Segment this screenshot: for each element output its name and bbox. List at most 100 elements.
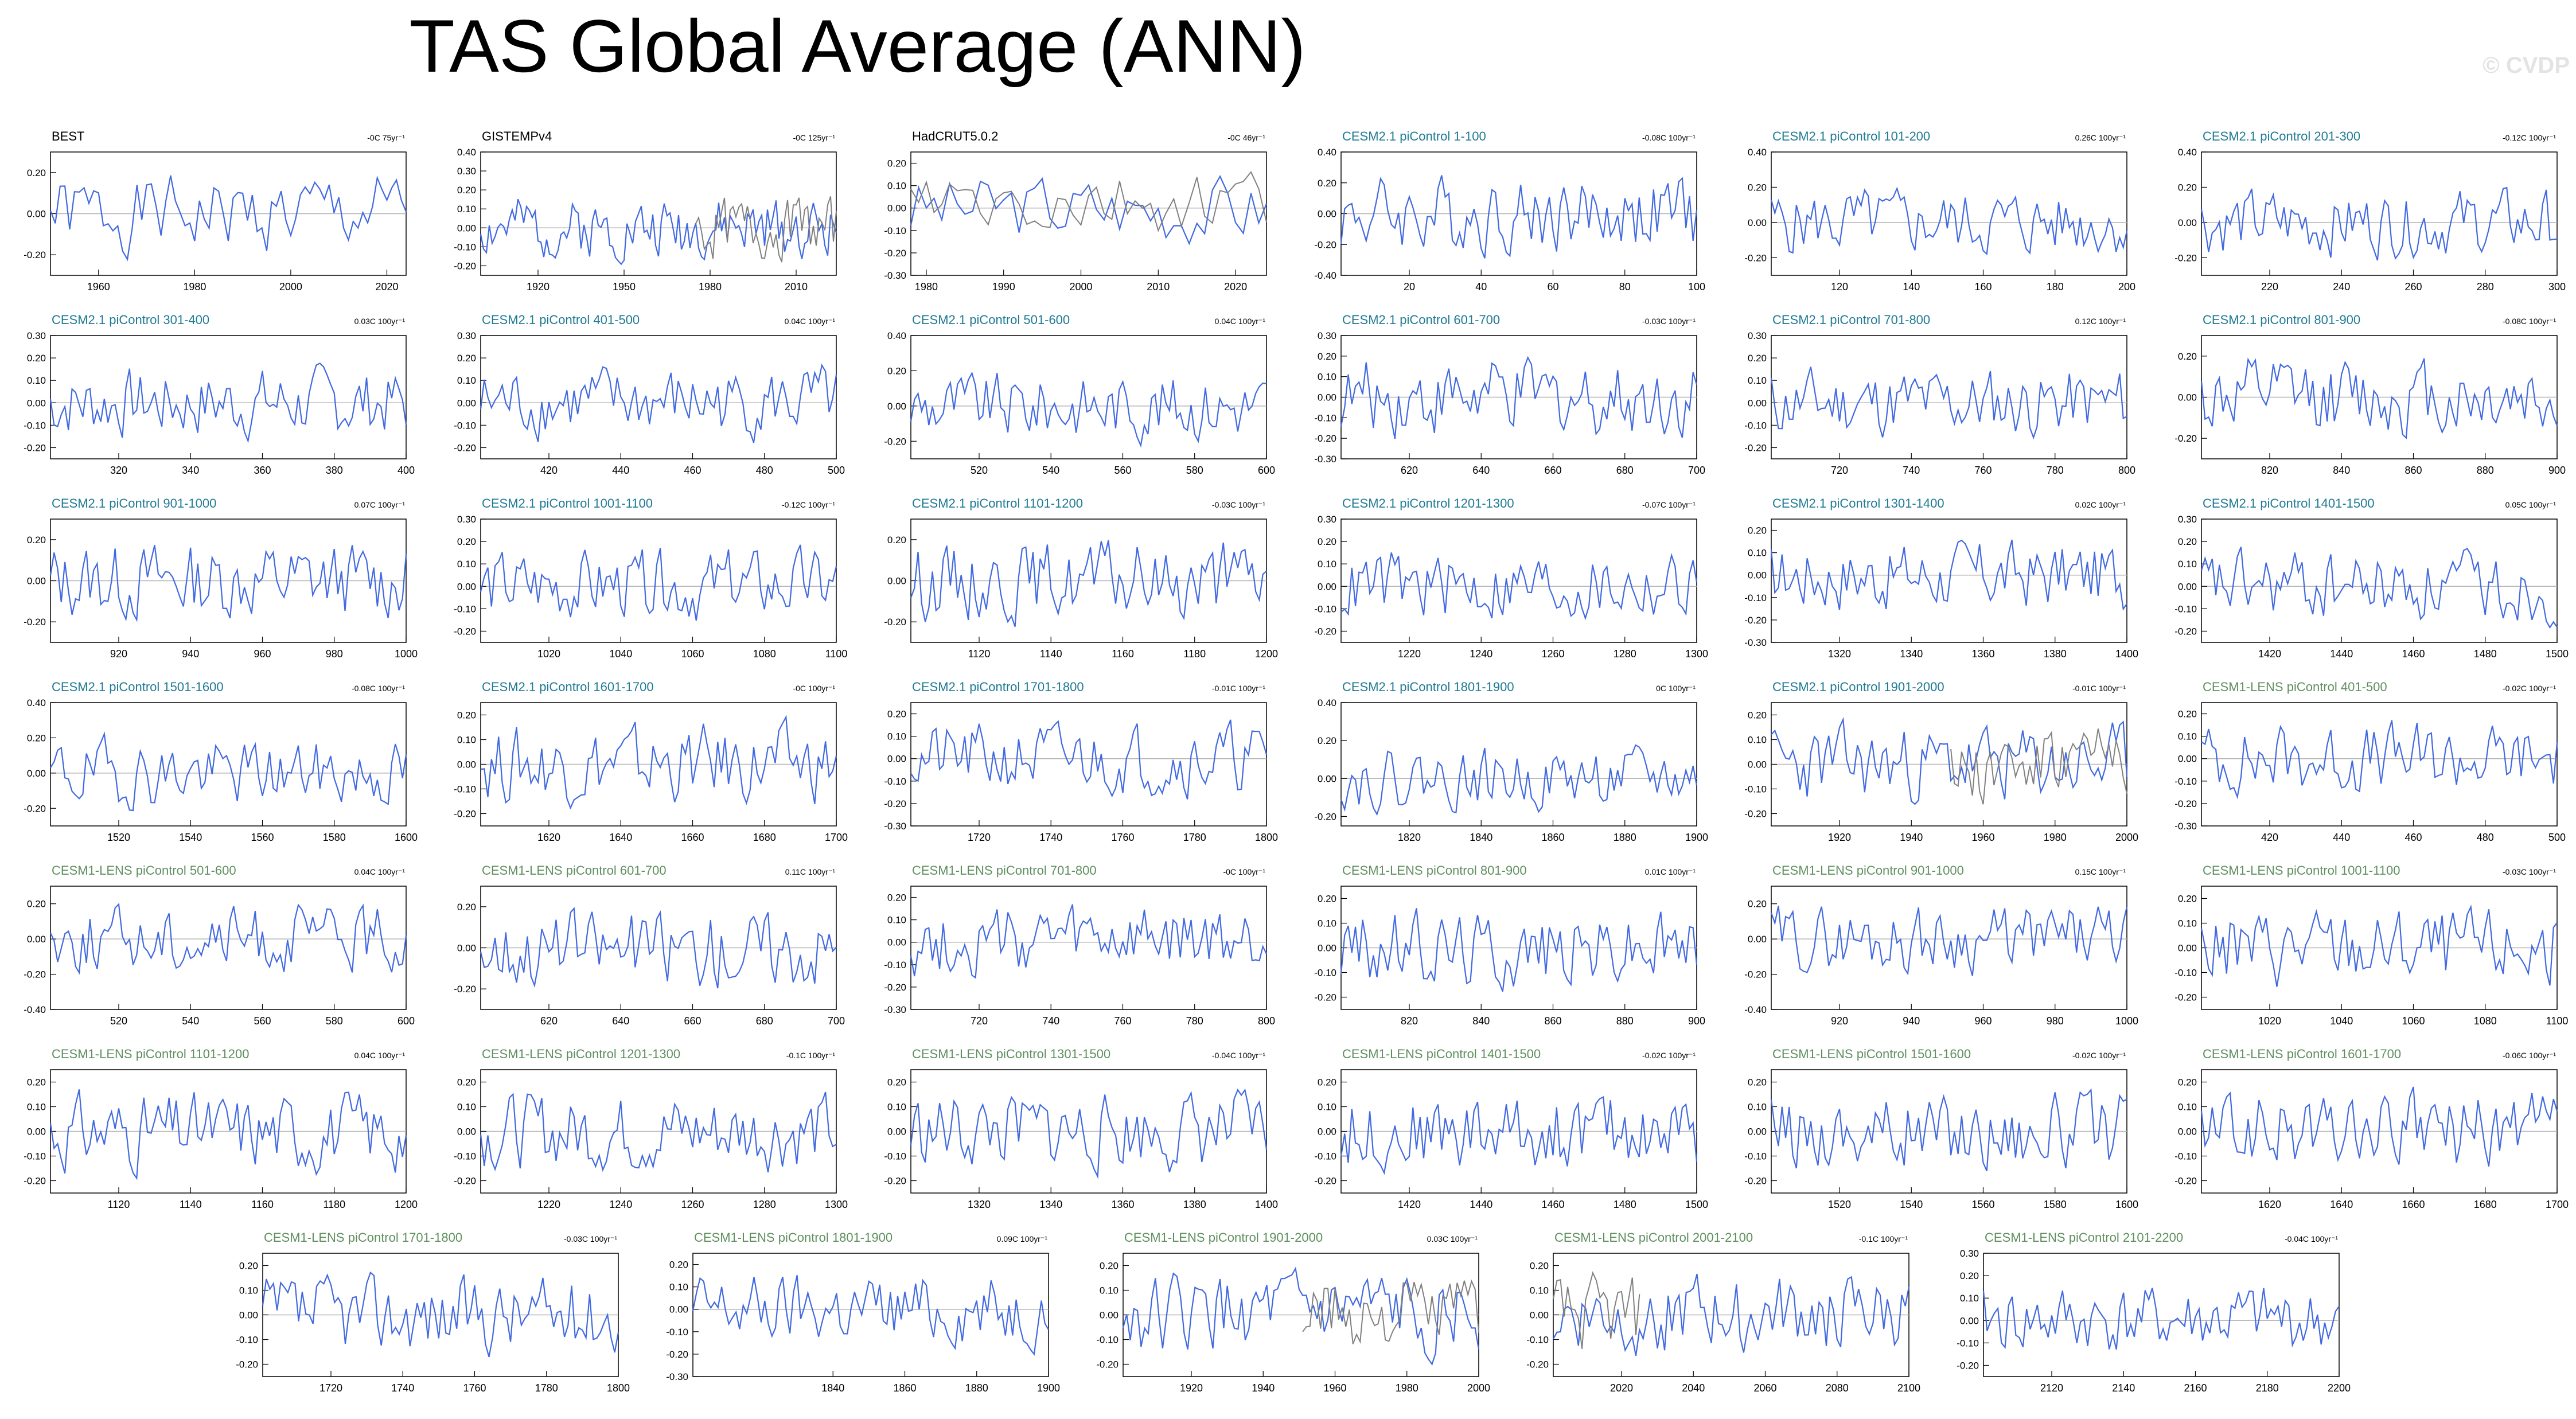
panel-30: CESM1-LENS piControl 1001-1100 -0.03C 100…: [2174, 863, 2568, 1027]
model-series-line: [910, 1088, 1268, 1179]
panel-24: CESM1-LENS piControl 401-500 -0.02C 100yr…: [2174, 680, 2566, 843]
x-tick-label: 1660: [2402, 1199, 2425, 1210]
panel-8: CESM2.1 piControl 401-500 0.04C 100yr⁻¹ -0…: [454, 313, 845, 476]
x-tick-label: 960: [1974, 1015, 1992, 1027]
y-tick-label: -0.10: [454, 241, 476, 252]
y-tick-label: -0.20: [884, 248, 906, 259]
y-tick-label: -0.10: [884, 1151, 906, 1162]
model-series-line: [1770, 186, 2128, 256]
x-tick-label: 1100: [2546, 1015, 2569, 1027]
panel-trend: 0.09C 100yr⁻¹: [997, 1234, 1048, 1243]
panel-title: CESM1-LENS piControl 1901-2000: [1124, 1230, 1323, 1245]
x-tick-label: 520: [971, 465, 988, 476]
x-tick-label: 1360: [1971, 648, 1994, 660]
panel-trend: -0.03C 100yr⁻¹: [1212, 500, 1265, 509]
y-tick-label: 0.10: [1748, 1102, 1767, 1113]
y-tick-label: 0.00: [2178, 392, 2197, 403]
panel-trend: -0.02C 100yr⁻¹: [2072, 1051, 2126, 1060]
panel-trend: 0.04C 100yr⁻¹: [354, 867, 406, 876]
y-tick-label: 0.10: [1318, 559, 1336, 570]
x-tick-label: 360: [254, 465, 271, 476]
panel-title: CESM1-LENS piControl 1701-1800: [264, 1230, 462, 1245]
model-series-line: [2200, 1086, 2558, 1167]
x-tick-label: 1440: [1470, 1199, 1492, 1210]
panel-frame: [910, 702, 1267, 827]
x-tick-label: 1320: [968, 1199, 991, 1210]
y-tick-label: 0.00: [1318, 209, 1336, 220]
x-tick-label: 780: [2047, 465, 2064, 476]
x-tick-label: 1420: [1398, 1199, 1421, 1210]
y-tick-label: 0.00: [1748, 1126, 1767, 1137]
model-series-line: [2200, 547, 2558, 629]
model-series-line: [1982, 1288, 2340, 1350]
x-tick-label: 1420: [2258, 648, 2281, 660]
panel-frame: [2201, 702, 2558, 827]
model-series-line: [1340, 175, 1698, 259]
y-tick-label: 0.20: [1748, 182, 1767, 193]
y-tick-label: 0.40: [457, 147, 476, 158]
x-tick-label: 600: [397, 1015, 415, 1027]
x-tick-label: 480: [756, 465, 773, 476]
x-tick-label: 1460: [2402, 648, 2425, 660]
panel-39: CESM1-LENS piControl 1901-2000 0.03C 100y…: [1096, 1230, 1490, 1394]
model-series-line: [262, 1271, 619, 1358]
x-tick-label: 660: [1544, 465, 1561, 476]
model-series-line: [2200, 905, 2558, 987]
y-tick-label: -0.30: [884, 270, 906, 281]
x-tick-label: 1220: [1398, 648, 1421, 660]
panel-trend: -0.07C 100yr⁻¹: [1642, 500, 1696, 509]
panel-trend: -0.1C 100yr⁻¹: [1859, 1234, 1908, 1243]
y-tick-label: 0.30: [2178, 514, 2197, 525]
model-series-line: [910, 371, 1267, 448]
y-tick-label: 0.00: [1318, 773, 1336, 784]
panel-frame: [50, 702, 407, 827]
y-tick-label: 0.00: [457, 759, 476, 770]
x-tick-label: 880: [1616, 1015, 1634, 1027]
x-tick-label: 1400: [1255, 1199, 1278, 1210]
x-tick-label: 2140: [2112, 1382, 2135, 1394]
obs-series-line: [695, 196, 837, 263]
y-tick-label: 0.20: [2178, 709, 2197, 720]
panel-frame: [1340, 519, 1697, 643]
y-tick-label: 0.40: [887, 330, 906, 341]
panel-trend: 0.02C 100yr⁻¹: [2075, 500, 2126, 509]
y-tick-label: 0.20: [887, 1077, 906, 1088]
panel-3: HadCRUT5.0.2 -0C 46yr⁻¹ -0.30 -0.20 -0.10 0.0…: [884, 129, 1268, 293]
y-tick-label: 0.10: [457, 375, 476, 386]
x-tick-label: 1940: [1252, 1382, 1275, 1394]
x-tick-label: 1600: [2115, 1199, 2138, 1210]
y-tick-label: -0.10: [454, 1151, 476, 1162]
y-tick-label: -0.10: [666, 1327, 688, 1338]
x-tick-label: 1800: [607, 1382, 630, 1394]
y-tick-label: -0.20: [2174, 433, 2197, 444]
x-tick-label: 1580: [2044, 1199, 2067, 1210]
x-tick-label: 1980: [2044, 832, 2067, 843]
y-tick-label: -0.20: [24, 442, 46, 453]
panel-title: CESM2.1 piControl 1901-2000: [1772, 680, 1944, 694]
y-tick-label: -0.20: [454, 809, 476, 820]
x-tick-label: 820: [1401, 1015, 1418, 1027]
y-tick-label: 0.20: [457, 185, 476, 196]
model-series-line: [2201, 720, 2558, 800]
y-tick-label: -0.20: [884, 798, 906, 809]
x-tick-label: 2020: [1610, 1382, 1633, 1394]
panel-title: CESM2.1 piControl 1201-1300: [1342, 496, 1514, 510]
y-tick-label: 0.00: [887, 937, 906, 948]
panel-38: CESM1-LENS piControl 1801-1900 0.09C 100y…: [666, 1230, 1060, 1394]
x-tick-label: 1500: [1685, 1199, 1708, 1210]
panel-18: CESM2.1 piControl 1401-1500 0.05C 100yr⁻¹…: [2174, 496, 2569, 660]
x-tick-label: 1700: [2546, 1199, 2569, 1210]
panel-trend: 0.01C 100yr⁻¹: [1645, 867, 1696, 876]
x-tick-label: 2010: [1147, 281, 1170, 293]
x-tick-label: 960: [254, 648, 271, 660]
x-tick-label: 620: [540, 1015, 558, 1027]
y-tick-label: 0.20: [27, 535, 46, 545]
x-tick-label: 1020: [2258, 1015, 2281, 1027]
x-tick-label: 1640: [609, 832, 632, 843]
y-tick-label: -0.10: [2174, 1151, 2197, 1162]
panel-title: CESM2.1 piControl 1001-1100: [482, 496, 653, 510]
y-tick-label: 0.00: [1530, 1310, 1549, 1321]
panel-trend: -0.04C 100yr⁻¹: [2285, 1234, 2338, 1243]
x-tick-label: 540: [1042, 465, 1059, 476]
x-tick-label: 280: [2477, 281, 2494, 293]
